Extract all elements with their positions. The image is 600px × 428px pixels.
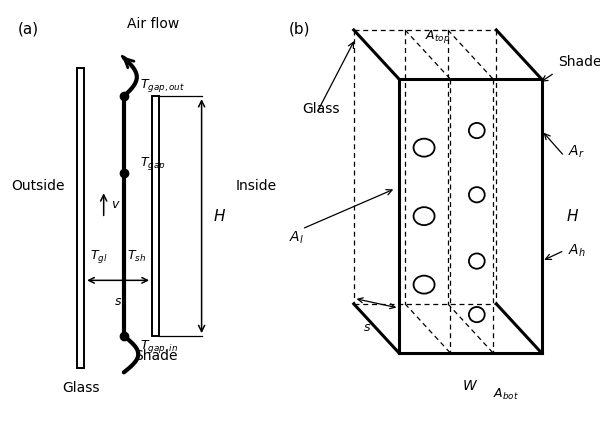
Text: Shade: Shade — [134, 349, 177, 363]
Text: $\mathit{T}_{gl}$: $\mathit{T}_{gl}$ — [90, 248, 107, 265]
Text: $\mathit{H}$: $\mathit{H}$ — [566, 208, 579, 224]
Text: $\mathit{T}_{gap,in}$: $\mathit{T}_{gap,in}$ — [140, 338, 178, 355]
Ellipse shape — [413, 139, 434, 157]
Ellipse shape — [413, 276, 434, 294]
Ellipse shape — [469, 187, 485, 202]
Text: Inside: Inside — [235, 179, 277, 193]
Text: (a): (a) — [17, 21, 38, 36]
Text: $\mathit{v}$: $\mathit{v}$ — [111, 198, 121, 211]
Text: $\mathit{s}$: $\mathit{s}$ — [363, 321, 371, 334]
Text: $\mathit{T}_{gap}$: $\mathit{T}_{gap}$ — [140, 155, 166, 172]
Text: $\mathit{A}_{r}$: $\mathit{A}_{r}$ — [568, 144, 584, 160]
Ellipse shape — [469, 123, 485, 138]
Text: $\mathit{W}$: $\mathit{W}$ — [463, 379, 478, 393]
Text: $\mathit{A}_{l}$: $\mathit{A}_{l}$ — [289, 229, 304, 246]
Ellipse shape — [413, 207, 434, 225]
Text: Glass: Glass — [302, 102, 340, 116]
Text: Outside: Outside — [11, 179, 65, 193]
Text: $\mathit{H}$: $\mathit{H}$ — [213, 208, 226, 224]
Bar — [77, 68, 84, 368]
Text: $\mathit{A}_{bot}$: $\mathit{A}_{bot}$ — [493, 387, 519, 402]
Text: Air flow: Air flow — [127, 17, 179, 30]
Text: $\mathit{s}$: $\mathit{s}$ — [114, 295, 122, 308]
Ellipse shape — [469, 307, 485, 322]
Text: $\mathit{A}_{top}$: $\mathit{A}_{top}$ — [425, 28, 450, 45]
Text: (b): (b) — [289, 21, 310, 36]
Text: Glass: Glass — [62, 381, 100, 395]
Text: $\mathit{A}_{h}$: $\mathit{A}_{h}$ — [568, 242, 586, 259]
Text: $\mathit{T}_{sh}$: $\mathit{T}_{sh}$ — [127, 249, 146, 265]
Text: Shade: Shade — [558, 55, 600, 69]
Text: $\mathit{T}_{gap,out}$: $\mathit{T}_{gap,out}$ — [140, 77, 185, 94]
Bar — [152, 96, 159, 336]
Ellipse shape — [469, 253, 485, 269]
